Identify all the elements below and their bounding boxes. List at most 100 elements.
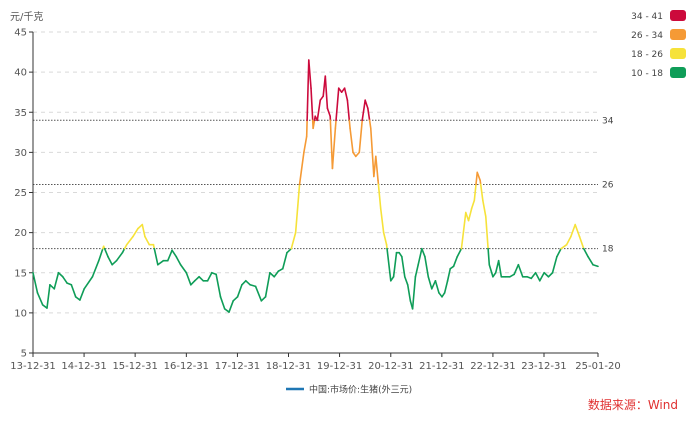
range-legend-swatch[interactable] <box>670 10 686 21</box>
series-segment <box>534 271 541 282</box>
series-segment <box>91 259 100 278</box>
x-tick-label: 25-01-20 <box>575 361 620 372</box>
x-tick-label: 22-12-31 <box>470 361 515 372</box>
series-segment <box>294 183 301 234</box>
series-segment <box>198 275 205 282</box>
x-tick-label: 17-12-31 <box>215 361 260 372</box>
series-segment <box>417 247 423 266</box>
series-segment <box>223 308 230 313</box>
series-segment <box>306 59 310 122</box>
series-segment <box>389 275 395 282</box>
series-segment <box>57 271 64 278</box>
series-segment <box>179 263 188 274</box>
x-tick-label: 18-12-31 <box>266 361 311 372</box>
series-segment <box>484 215 489 250</box>
range-legend-swatch[interactable] <box>670 48 686 59</box>
series-segment <box>497 259 503 278</box>
series-segment <box>354 151 361 158</box>
series-segment <box>456 247 463 258</box>
series-segment <box>560 243 568 250</box>
range-legend-label: 26 - 34 <box>631 31 663 41</box>
series-segment <box>386 247 392 282</box>
series-segment <box>185 271 192 286</box>
series-segment <box>443 279 449 294</box>
series-segment <box>488 263 494 278</box>
series-legend-label: 中国:市场价:生猪(外三元) <box>309 384 412 396</box>
series-segment <box>349 127 354 154</box>
y-tick-label: 30 <box>14 148 27 159</box>
range-legend-label: 10 - 18 <box>631 69 663 79</box>
y-tick-label: 5 <box>21 349 27 360</box>
y-tick-label: 35 <box>14 108 27 119</box>
series-segment <box>153 247 159 266</box>
series-segment <box>343 87 349 102</box>
threshold-label: 26 <box>602 180 614 190</box>
series-segment <box>476 171 481 182</box>
series-segment <box>348 119 351 130</box>
series-segment <box>236 283 243 298</box>
series-segment <box>556 247 562 258</box>
series-segment <box>543 271 550 278</box>
series-segment <box>346 99 351 122</box>
series-segment <box>565 235 572 246</box>
range-legend-label: 18 - 26 <box>631 50 663 60</box>
series-segment <box>570 223 576 238</box>
y-tick-label: 40 <box>14 68 27 79</box>
y-axis-unit: 元/千克 <box>10 11 43 23</box>
series-segment <box>273 270 280 278</box>
series-segment <box>551 255 558 274</box>
series-segment <box>137 223 144 230</box>
series-segment <box>377 183 382 210</box>
series-segment <box>587 255 594 266</box>
series-segment <box>379 207 385 234</box>
series-segment <box>424 255 430 278</box>
series-segment <box>479 183 484 202</box>
series-segment <box>245 279 251 286</box>
series-segment <box>430 279 437 290</box>
series-legend[interactable]: 中国:市场价:生猪(外三元) <box>286 384 412 396</box>
y-ticks: 5 10 15 20 25 30 35 40 45 <box>14 28 33 360</box>
grid-lines <box>33 31 598 314</box>
x-tick-label: 23-12-31 <box>521 361 566 372</box>
series-segment <box>334 119 337 130</box>
data-source-note: 数据来源：Wind <box>587 398 678 412</box>
series-segment <box>411 275 417 310</box>
x-tick-label: 16-12-31 <box>164 361 209 372</box>
range-legend-swatch[interactable] <box>670 29 686 40</box>
series-segment <box>83 275 94 290</box>
series-segment <box>307 59 312 89</box>
threshold-labels: 34 26 18 <box>602 116 614 254</box>
y-tick-label: 15 <box>14 268 27 279</box>
series-segment <box>446 267 452 282</box>
series-segment <box>358 119 364 154</box>
y-tick-label: 25 <box>14 188 27 199</box>
series-segment <box>281 251 288 270</box>
series-segment <box>219 296 226 310</box>
series-segment <box>482 199 487 218</box>
series-segment <box>312 119 316 130</box>
range-legend-label: 34 - 41 <box>631 12 663 22</box>
y-tick-label: 10 <box>14 308 27 319</box>
series-segment <box>115 251 124 262</box>
series-segment <box>107 255 113 266</box>
series-segment <box>144 235 151 246</box>
series-segment <box>414 263 420 278</box>
series-segment <box>166 249 173 262</box>
series-segment <box>241 279 247 286</box>
series-segment <box>326 107 331 118</box>
color-range-legend: 34 - 41 26 - 34 18 - 26 10 - 18 <box>631 10 686 79</box>
series-segment <box>487 247 491 266</box>
series-segment <box>228 300 235 313</box>
y-tick-label: 20 <box>14 228 27 239</box>
series-segment <box>324 75 329 110</box>
range-legend-swatch[interactable] <box>670 67 686 78</box>
series-segment <box>492 271 497 278</box>
series-segment <box>316 99 322 122</box>
series-segment <box>260 296 267 302</box>
series-segment <box>74 296 81 301</box>
series-segment <box>232 296 239 302</box>
series-segment <box>175 255 182 266</box>
series-segment <box>79 287 86 301</box>
series-segment <box>249 283 257 288</box>
series-segment <box>473 183 477 202</box>
